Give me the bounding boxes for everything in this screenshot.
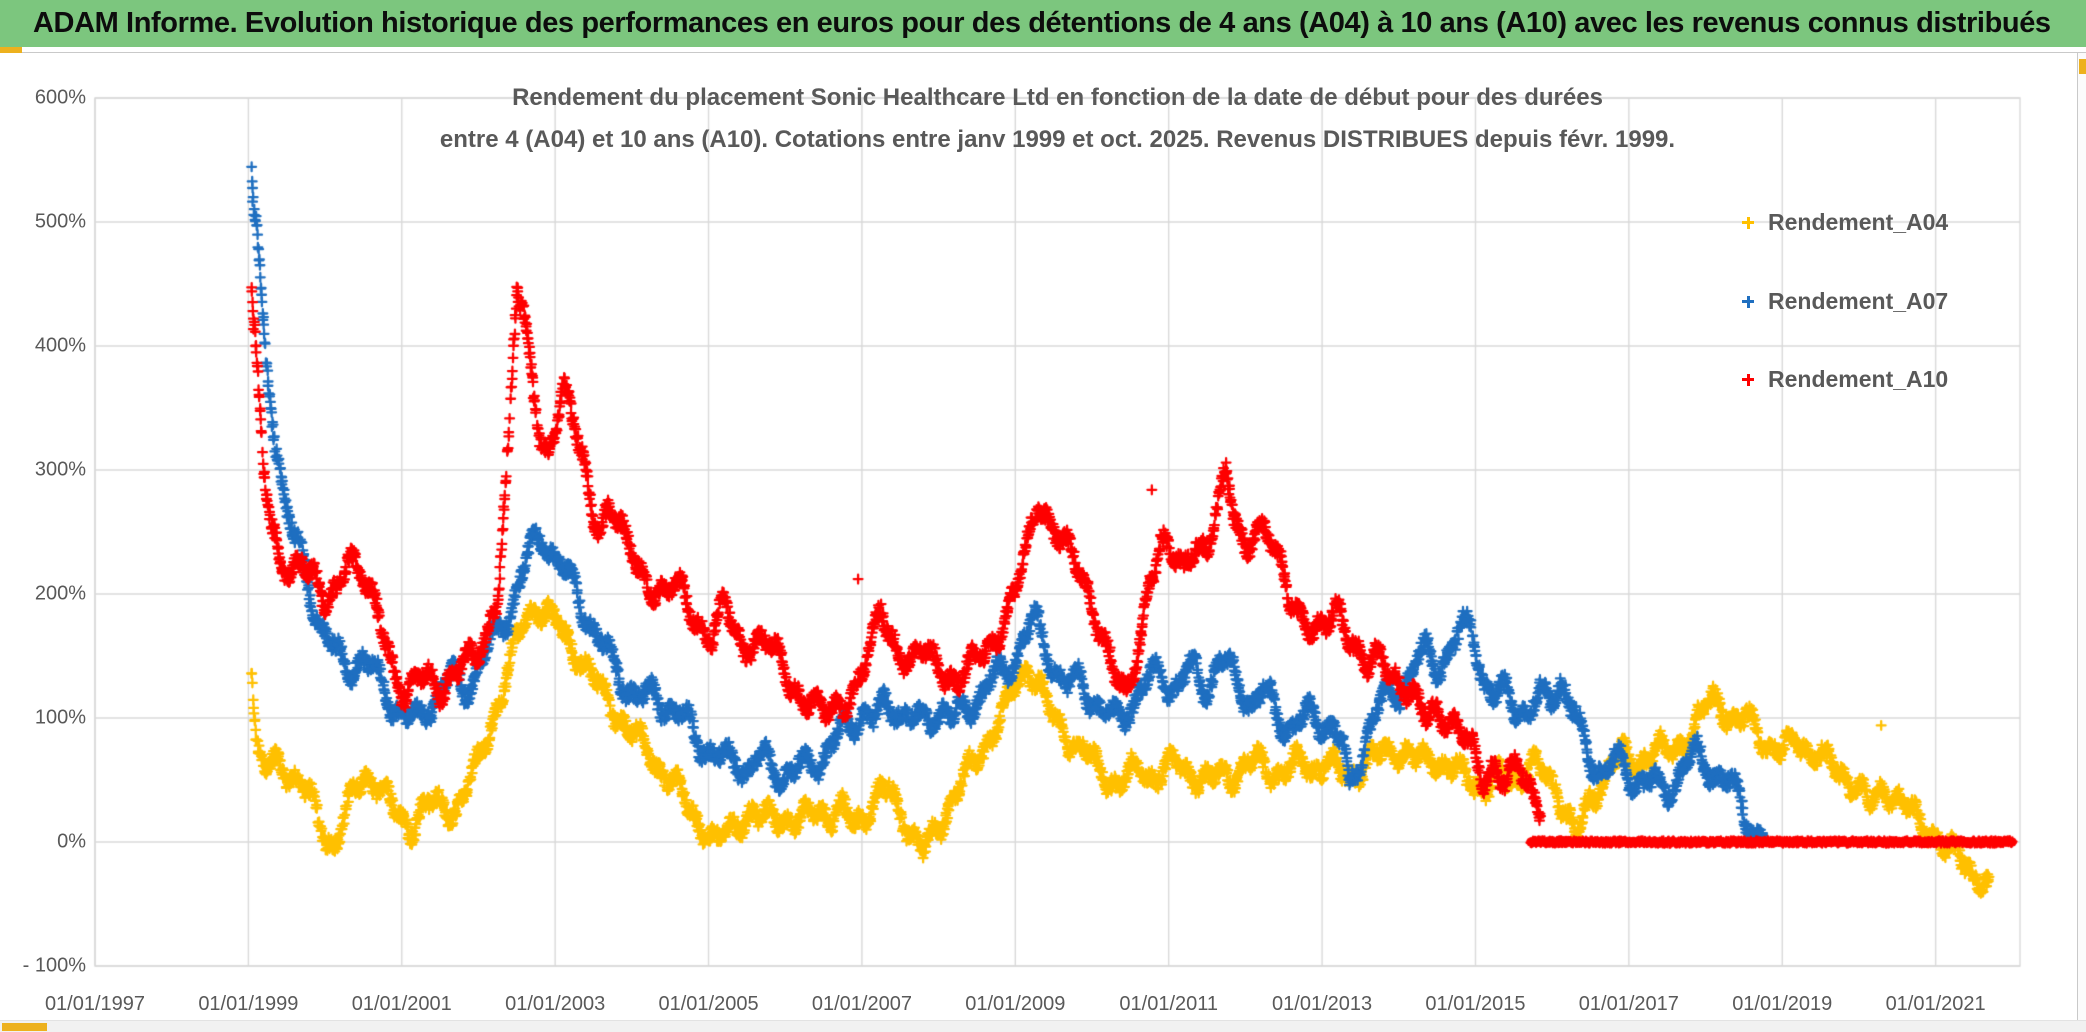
y-tick-label: 400% xyxy=(34,334,86,357)
x-tick-label: 01/01/1997 xyxy=(44,993,146,1015)
chart-title-line2: entre 4 (A04) et 10 ans (A10). Cotations… xyxy=(439,126,1676,153)
vertical-scrollbar[interactable] xyxy=(2077,53,2086,1020)
legend-item-rendement-a04[interactable]: Rendement_A04 xyxy=(1740,207,1948,237)
x-tick-label: 01/01/2015 xyxy=(1425,993,1526,1015)
x-tick-label: 01/01/2019 xyxy=(1732,993,1833,1015)
legend-label: Rendement_A04 xyxy=(1768,208,1949,235)
x-tick-label: 01/01/2001 xyxy=(351,993,452,1015)
x-tick-label: 01/01/1999 xyxy=(198,993,299,1015)
x-tick-label: 01/01/2013 xyxy=(1272,993,1373,1015)
x-tick-label: 01/01/2007 xyxy=(811,993,912,1015)
y-tick-label: 100% xyxy=(34,706,86,729)
plus-marker-icon xyxy=(1740,371,1756,387)
x-tick-label: 01/01/2005 xyxy=(658,993,759,1015)
horizontal-scrollbar[interactable] xyxy=(0,1020,2086,1032)
legend-label: Rendement_A07 xyxy=(1768,287,1949,314)
y-tick-label: 500% xyxy=(34,210,86,233)
plus-marker-icon xyxy=(1740,293,1756,309)
horizontal-scrollbar-thumb[interactable] xyxy=(2,1023,47,1031)
y-tick-label: 0% xyxy=(57,830,86,853)
y-tick-label: 300% xyxy=(34,458,86,481)
x-tick-label: 01/01/2017 xyxy=(1578,993,1679,1015)
x-tick-label: 01/01/2011 xyxy=(1119,993,1219,1015)
x-tick-label: 01/01/2003 xyxy=(505,993,606,1015)
chart-title-line1: Rendement du placement Sonic Healthcare … xyxy=(512,84,1603,111)
y-tick-label: 200% xyxy=(34,582,86,605)
legend-item-rendement-a07[interactable]: Rendement_A07 xyxy=(1740,286,1948,316)
legend-label: Rendement_A10 xyxy=(1768,365,1949,392)
y-tick-label: 600% xyxy=(34,86,86,109)
vertical-scrollbar-thumb[interactable] xyxy=(2079,59,2086,74)
x-tick-label: 01/01/2021 xyxy=(1885,993,1986,1015)
y-tick-label: - 100% xyxy=(22,954,86,977)
legend-item-rendement-a10[interactable]: Rendement_A10 xyxy=(1740,364,1948,394)
x-tick-label: 01/01/2009 xyxy=(965,993,1066,1015)
plus-marker-icon xyxy=(1740,214,1756,230)
